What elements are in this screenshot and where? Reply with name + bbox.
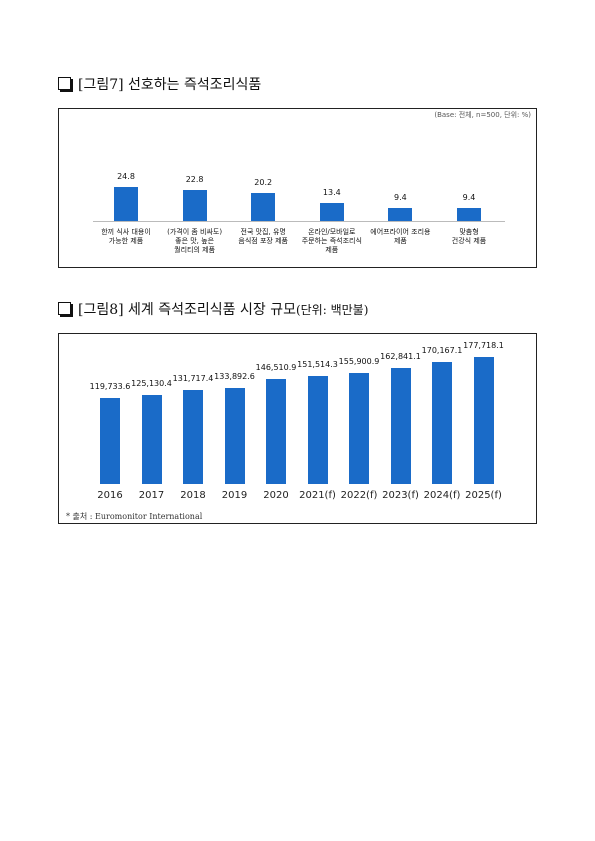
value-label: 162,841.1 <box>380 351 421 361</box>
bar <box>388 208 413 221</box>
value-label: 22.8 <box>185 174 204 184</box>
value-label: 146,510.9 <box>255 363 297 373</box>
bar <box>224 388 245 484</box>
source-note: * 출처 : Euromonitor International <box>66 512 203 521</box>
value-label: 13.4 <box>322 187 341 197</box>
bar <box>100 398 120 484</box>
value-label: 155,900.9 <box>338 356 380 366</box>
category-label: (가격이 좀 비싸도) 좋은 맛, 높은 퀄리티의 제품 <box>167 228 223 254</box>
bar <box>182 189 207 221</box>
bar <box>266 379 286 484</box>
value-label: 177,718.1 <box>463 341 504 350</box>
value-label: 20.2 <box>254 178 273 188</box>
bar <box>457 208 481 221</box>
bar <box>349 372 369 484</box>
value-label: 24.8 <box>117 172 135 181</box>
category-label: 2022(f) <box>340 490 378 501</box>
bar <box>141 394 162 484</box>
checkbox-icon <box>58 302 71 315</box>
title-text: [그림8] 세계 즉석조리식품 시장 규모 <box>78 302 296 318</box>
value-label: 125,130.4 <box>131 378 172 388</box>
category-label: 2020 <box>263 490 289 501</box>
section-title: [그림7] 선호하는 즉석조리식품 <box>78 77 262 93</box>
value-label: 151,514.3 <box>297 359 338 369</box>
bar <box>319 202 344 221</box>
category-label: 2019 <box>221 490 248 501</box>
bar <box>183 389 203 484</box>
checkbox-icon <box>58 77 71 90</box>
title-unit: (단위: 백만불) <box>295 303 369 317</box>
chart-frame <box>58 333 537 524</box>
category-label: 2017 <box>138 490 165 501</box>
category-label: 2016 <box>97 490 123 501</box>
value-label: 9.4 <box>394 193 407 203</box>
bar <box>390 367 411 484</box>
category-label: 2021(f) <box>299 490 336 501</box>
bar <box>473 357 494 484</box>
chart-subtitle: (Base: 전체, n=500, 단위: %) <box>434 111 531 119</box>
bar <box>114 187 138 221</box>
value-label: 9.4 <box>462 193 476 203</box>
value-label: 170,167.1 <box>421 346 463 356</box>
x-axis <box>93 221 505 222</box>
bar <box>251 193 276 221</box>
value-label: 133,892.6 <box>214 372 255 382</box>
bar <box>432 362 452 484</box>
category-label: 전국 맛집, 유명 음식점 포장 제품 <box>238 228 288 245</box>
value-label: 119,733.6 <box>89 382 131 392</box>
value-label: 131,717.4 <box>172 373 214 383</box>
category-label: 온라인/모바일로 주문하는 즉석조리식 제품 <box>301 228 362 254</box>
category-label: 에어프라이어 조리용 제품 <box>370 228 431 245</box>
bar <box>307 375 328 484</box>
category-label: 맞춤형 건강식 제품 <box>451 228 487 245</box>
category-label: 2018 <box>180 490 206 501</box>
section-title: [그림8] 세계 즉석조리식품 시장 규모(단위: 백만불) <box>78 299 368 319</box>
category-label: 한끼 식사 대용이 가능한 제품 <box>101 228 151 245</box>
chart-frame <box>58 108 537 268</box>
category-label: 2023(f) <box>382 490 419 501</box>
category-label: 2024(f) <box>423 490 461 501</box>
category-label: 2025(f) <box>465 490 502 501</box>
